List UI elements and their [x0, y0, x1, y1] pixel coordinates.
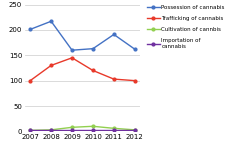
Possession of cannabis — [133, 48, 136, 50]
Trafficking of cannabis — [50, 64, 53, 66]
Cultivation of cannbis — [133, 129, 136, 131]
Possession of cannabis — [70, 49, 74, 51]
Line: Trafficking of cannabis: Trafficking of cannabis — [29, 56, 136, 82]
Possession of cannabis — [50, 20, 53, 22]
Cultivation of cannbis — [50, 129, 53, 131]
Trafficking of cannabis — [70, 57, 74, 59]
Importation of
cannabis — [133, 129, 136, 131]
Importation of
cannabis — [70, 129, 74, 131]
Cultivation of cannbis — [112, 127, 115, 129]
Importation of
cannabis — [112, 129, 115, 131]
Line: Cultivation of cannbis: Cultivation of cannbis — [29, 125, 136, 132]
Line: Importation of
cannabis: Importation of cannabis — [29, 129, 136, 132]
Legend: Possession of cannabis, Trafficking of cannabis, Cultivation of cannbis, Importa: Possession of cannabis, Trafficking of c… — [148, 5, 225, 49]
Possession of cannabis — [29, 29, 32, 30]
Importation of
cannabis — [50, 129, 53, 131]
Trafficking of cannabis — [29, 80, 32, 82]
Trafficking of cannabis — [112, 78, 115, 80]
Importation of
cannabis — [29, 129, 32, 131]
Cultivation of cannbis — [70, 126, 74, 128]
Importation of
cannabis — [92, 129, 94, 131]
Cultivation of cannbis — [92, 125, 94, 127]
Trafficking of cannabis — [133, 80, 136, 82]
Cultivation of cannbis — [29, 129, 32, 131]
Possession of cannabis — [92, 48, 94, 50]
Trafficking of cannabis — [92, 70, 94, 71]
Line: Possession of cannabis: Possession of cannabis — [29, 20, 136, 52]
Possession of cannabis — [112, 34, 115, 35]
